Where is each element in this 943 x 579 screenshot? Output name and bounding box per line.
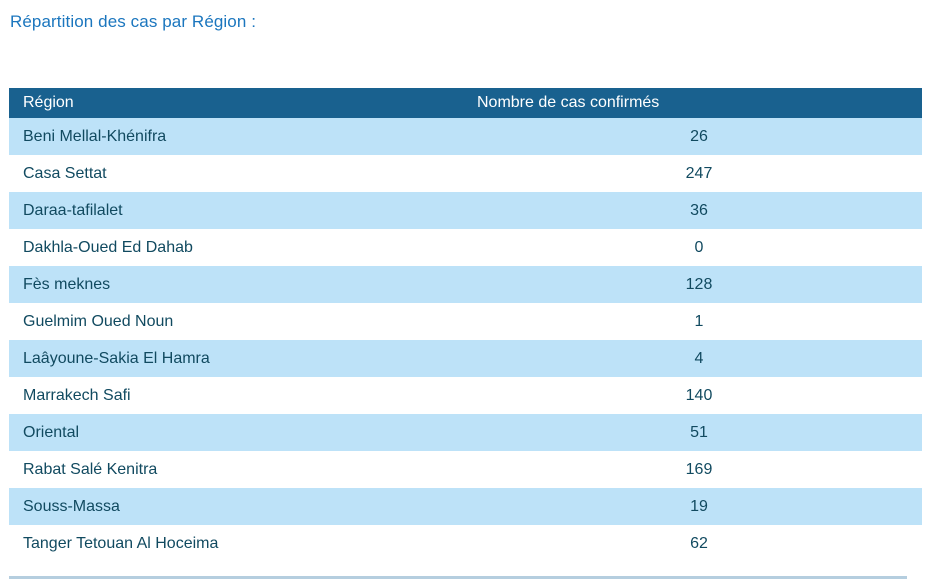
- table-body: Beni Mellal-Khénifra 26 Casa Settat 247 Dara…: [9, 118, 922, 562]
- region-cell: Marrakech Safi: [23, 386, 131, 404]
- cases-cell: 19: [690, 497, 708, 515]
- cases-cell: 1: [694, 312, 704, 330]
- region-cell: Beni Mellal-Khénifra: [23, 127, 167, 145]
- region-cell: Oriental: [23, 423, 80, 441]
- table-row: Souss-Massa 19: [9, 488, 922, 525]
- cases-cell: 140: [685, 386, 713, 404]
- table-row: Casa Settat 247: [9, 155, 922, 192]
- cases-cell: 26: [690, 127, 708, 145]
- region-cell: Guelmim Oued Noun: [23, 312, 174, 330]
- cases-cell: 128: [685, 275, 713, 293]
- table-row: Rabat Salé Kenitra 169: [9, 451, 922, 488]
- region-cell: Dakhla-Oued Ed Dahab: [23, 238, 193, 256]
- table-row: Oriental 51: [9, 414, 922, 451]
- table-row: Guelmim Oued Noun 1: [9, 303, 922, 340]
- cases-cell: 169: [685, 460, 713, 478]
- table-row: Dakhla-Oued Ed Dahab 0: [9, 229, 922, 266]
- cases-cell: 4: [694, 349, 704, 367]
- cases-cell: 62: [690, 534, 708, 552]
- table-row: Marrakech Safi 140: [9, 377, 922, 414]
- partial-next-row-edge: [9, 576, 907, 579]
- cases-cell: 36: [690, 201, 708, 219]
- table-row: Beni Mellal-Khénifra 26: [9, 118, 922, 155]
- cases-cell: 51: [690, 423, 708, 441]
- cases-cell: 247: [685, 164, 713, 182]
- page-title: Répartition des cas par Région :: [10, 12, 257, 31]
- region-cell: Laâyoune-Sakia El Hamra: [23, 349, 210, 367]
- cases-cell: 0: [694, 238, 704, 256]
- table-row: Fès meknes 128: [9, 266, 922, 303]
- table-row: Daraa-tafilalet 36: [9, 192, 922, 229]
- region-cell: Fès meknes: [23, 275, 111, 293]
- table-header-row: Région Nombre de cas confirmés: [9, 88, 922, 118]
- region-cell: Daraa-tafilalet: [23, 201, 123, 219]
- cases-by-region-table: Région Nombre de cas confirmés Beni Mell…: [9, 88, 922, 562]
- table-row: Tanger Tetouan Al Hoceima 62: [9, 525, 922, 562]
- column-header-region: Région: [23, 94, 74, 111]
- region-cell: Souss-Massa: [23, 497, 120, 515]
- region-cell: Rabat Salé Kenitra: [23, 460, 158, 478]
- table-row: Laâyoune-Sakia El Hamra 4: [9, 340, 922, 377]
- region-cell: Tanger Tetouan Al Hoceima: [23, 534, 219, 552]
- column-header-cases: Nombre de cas confirmés: [477, 94, 660, 111]
- region-cell: Casa Settat: [23, 164, 107, 182]
